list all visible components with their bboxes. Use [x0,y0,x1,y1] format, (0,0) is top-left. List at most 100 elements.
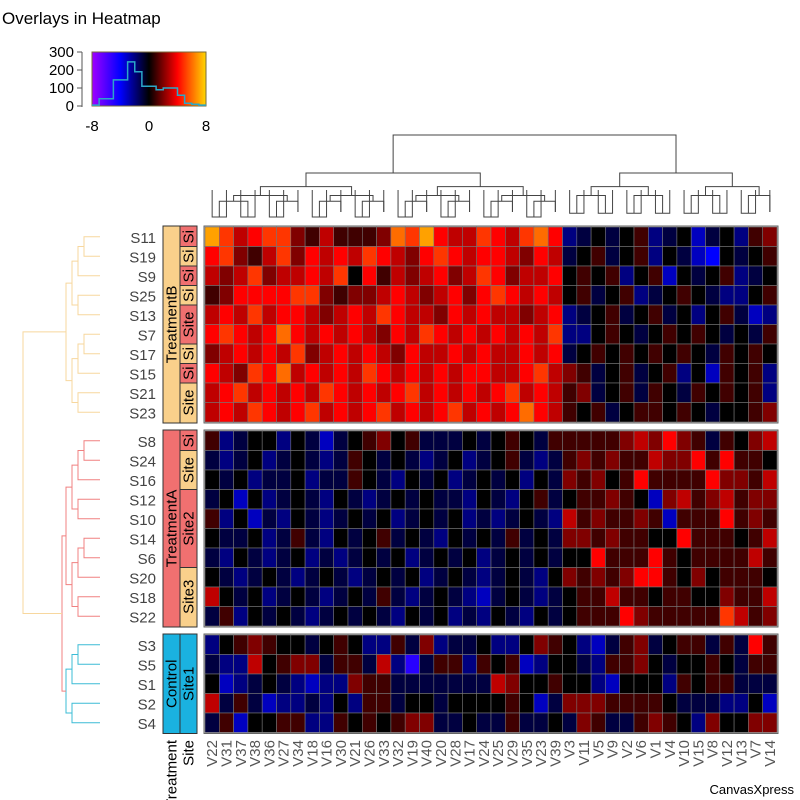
heatmap-cell [719,654,735,675]
heatmap-cell [605,402,621,423]
heatmap-cell [619,265,635,286]
heatmap-cell [676,285,692,306]
heatmap-cell [319,285,334,306]
heatmap-cell [562,693,578,714]
heatmap-cell [290,634,306,655]
heatmap-cell [676,606,692,627]
heatmap-cell [347,363,363,384]
heatmap-cell [733,586,749,607]
heatmap-cell [733,489,749,510]
heatmap-cell [633,606,649,627]
heatmap-cell [347,606,363,627]
row-label: S9 [138,269,156,286]
column-label: V27 [276,740,293,767]
heatmap-cell [361,402,377,423]
heatmap-cell [204,430,220,451]
heatmap-cell [590,673,606,694]
heatmap-cell [762,285,778,306]
heatmap-cell [290,324,306,345]
heatmap-cell [690,304,706,325]
heatmap-cell [433,246,449,267]
row-dendrogram-branch [77,343,100,374]
dendrogram-branch [436,186,524,196]
heatmap-cell [748,285,764,306]
heatmap-cell [733,324,749,345]
heatmap-cell [748,382,764,403]
heatmap-cell [419,693,435,714]
heatmap-cell [533,324,549,345]
heatmap-cell [676,450,692,471]
heatmap-cell [605,226,621,247]
heatmap-cell [590,430,606,451]
heatmap-cell [504,363,520,384]
heatmap-cell [662,285,678,306]
heatmap-cell [319,693,334,714]
heatmap-cell [276,606,292,627]
heatmap-cell [605,382,621,403]
heatmap-cell [376,673,392,694]
heatmap-cell [319,265,334,286]
heatmap-cell [304,343,320,364]
heatmap-cell [719,567,735,588]
heatmap-cell [247,343,263,364]
heatmap-cell [519,304,535,325]
heatmap-cell [476,654,492,675]
heatmap-cell [361,634,377,655]
heatmap-cell [533,654,549,675]
dendrogram-branch [619,172,733,187]
column-label: V19 [404,740,421,767]
heatmap-cell [219,586,234,607]
heatmap-cell [319,508,334,529]
heatmap-cell [304,606,320,627]
heatmap-cell [647,363,663,384]
heatmap-cell [233,430,249,451]
heatmap-cell [733,304,749,325]
heatmap-cell [361,712,377,733]
heatmap-cell [490,265,506,286]
heatmap-cell [261,469,277,490]
heatmap-cell [290,508,306,529]
heatmap-cell [261,226,277,247]
heatmap-cell [204,382,220,403]
heatmap-cell [619,343,635,364]
heatmap-cell [261,567,277,588]
heatmap-cell [647,634,663,655]
heatmap-cell [762,343,778,364]
heatmap-cell [233,402,249,423]
heatmap-cell [390,430,406,451]
heatmap-cell [719,489,735,510]
heatmap-cell [419,634,435,655]
heatmap-cell [462,528,477,549]
row-dendrogram-branch [61,535,66,692]
heatmap-cell [719,528,735,549]
column-label: V40 [419,740,436,767]
heatmap-cell [462,634,477,655]
annotation-header: Site [181,740,198,766]
heatmap-cell [204,489,220,510]
heatmap-cell [547,508,563,529]
heatmap-cell [433,673,449,694]
heatmap-cell [204,508,220,529]
column-label: V39 [547,740,564,767]
heatmap-cell [605,324,621,345]
heatmap-cell [333,430,349,451]
heatmap-cell [490,673,506,694]
heatmap-cell [333,606,349,627]
heatmap-cell [219,324,234,345]
heatmap-cell [719,402,735,423]
heatmap-cell [347,430,363,451]
column-label: V33 [376,740,393,767]
heatmap-cell [748,402,764,423]
heatmap-cell [304,324,320,345]
heatmap-cell [447,673,463,694]
heatmap-cell [233,634,249,655]
heatmap-cell [619,226,635,247]
heatmap-cell [433,363,449,384]
heatmap-cell [333,246,349,267]
heatmap-cell [562,382,578,403]
heatmap-cell [333,673,349,694]
heatmap-cell [733,285,749,306]
heatmap-cell [519,382,535,403]
heatmap-cell [504,430,520,451]
site-label: Si [181,367,198,380]
